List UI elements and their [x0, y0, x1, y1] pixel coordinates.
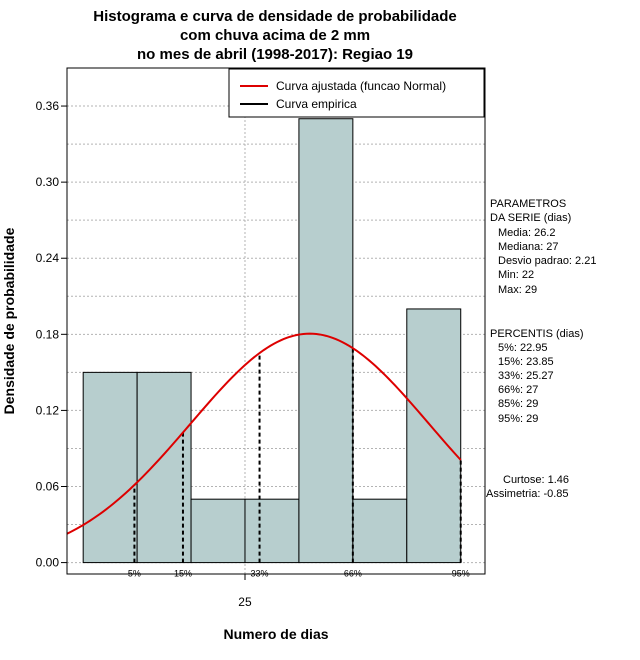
- legend-label-empirical: Curva empirica: [276, 97, 357, 111]
- histogram-bar-4: [298, 118, 354, 564]
- title-line-2: com chuva acima de 2 mm: [180, 27, 370, 44]
- histogram-bar-6: [406, 308, 462, 564]
- histogram-bars: [82, 118, 462, 564]
- x-axis-title: Numero de dias: [223, 626, 328, 642]
- legend-box: [228, 68, 485, 118]
- y-tick-label-3: 0.18: [36, 327, 60, 341]
- percentis-heading: PERCENTIS (dias): [490, 328, 584, 340]
- fitted-normal-curve: [66, 332, 462, 535]
- axes: 0.00 0.06 0.12 0.18 0.24 0.30 0.36 25: [36, 99, 252, 609]
- parametros-heading-2: DA SERIE (dias): [490, 212, 571, 224]
- param-min: Min: 22: [498, 269, 534, 281]
- legend: Curva ajustada (funcao Normal) Curva emp…: [228, 68, 485, 118]
- percentil-33: 33%: 25.27: [498, 370, 554, 382]
- percentis-panel: PERCENTIS (dias) 5%: 22.95 15%: 23.85 33…: [490, 328, 584, 425]
- shape-panel: Curtose: 1.46 Assimetria: -0.85: [486, 474, 569, 500]
- curtose: Curtose: 1.46: [503, 474, 569, 486]
- percentil-15: 15%: 23.85: [498, 356, 554, 368]
- percentil-5: 5%: 22.95: [498, 342, 548, 354]
- param-mediana: Mediana: 27: [498, 241, 559, 253]
- histogram-bar-3: [244, 498, 300, 564]
- percentil-95: 95%: 29: [498, 413, 538, 425]
- fitted-curve: [66, 332, 462, 535]
- chart-title: Histograma e curva de densidade de proba…: [93, 8, 456, 63]
- percentil-66: 66%: 27: [498, 384, 538, 396]
- histogram-bar-2: [190, 498, 246, 564]
- title-line-1: Histograma e curva de densidade de proba…: [93, 8, 456, 25]
- param-max: Max: 29: [498, 284, 537, 296]
- plot-frame: [66, 67, 486, 575]
- y-axis-title: Densidade de probabilidade: [1, 227, 17, 414]
- grid-lines: [67, 68, 485, 574]
- legend-label-fitted: Curva ajustada (funcao Normal): [276, 79, 446, 93]
- histogram-bar-0: [82, 371, 138, 564]
- percentil-85: 85%: 29: [498, 398, 538, 410]
- y-tick-label-0: 0.00: [36, 556, 60, 570]
- parametros-panel: PARAMETROS DA SERIE (dias) Media: 26.2 M…: [490, 198, 596, 296]
- histogram-bar-5: [352, 498, 408, 564]
- x-tick-label-0: 25: [238, 595, 252, 609]
- y-tick-label-6: 0.36: [36, 99, 60, 113]
- param-desvio: Desvio padrao: 2.21: [498, 255, 596, 267]
- param-media: Media: 26.2: [498, 227, 555, 239]
- title-line-3: no mes de abril (1998-2017): Regiao 19: [137, 46, 413, 63]
- parametros-heading-1: PARAMETROS: [490, 198, 566, 210]
- y-tick-label-4: 0.24: [36, 251, 60, 265]
- y-tick-label-2: 0.12: [36, 403, 60, 417]
- y-tick-label-5: 0.30: [36, 175, 60, 189]
- assimetria: Assimetria: -0.85: [486, 488, 569, 500]
- y-tick-label-1: 0.06: [36, 479, 60, 493]
